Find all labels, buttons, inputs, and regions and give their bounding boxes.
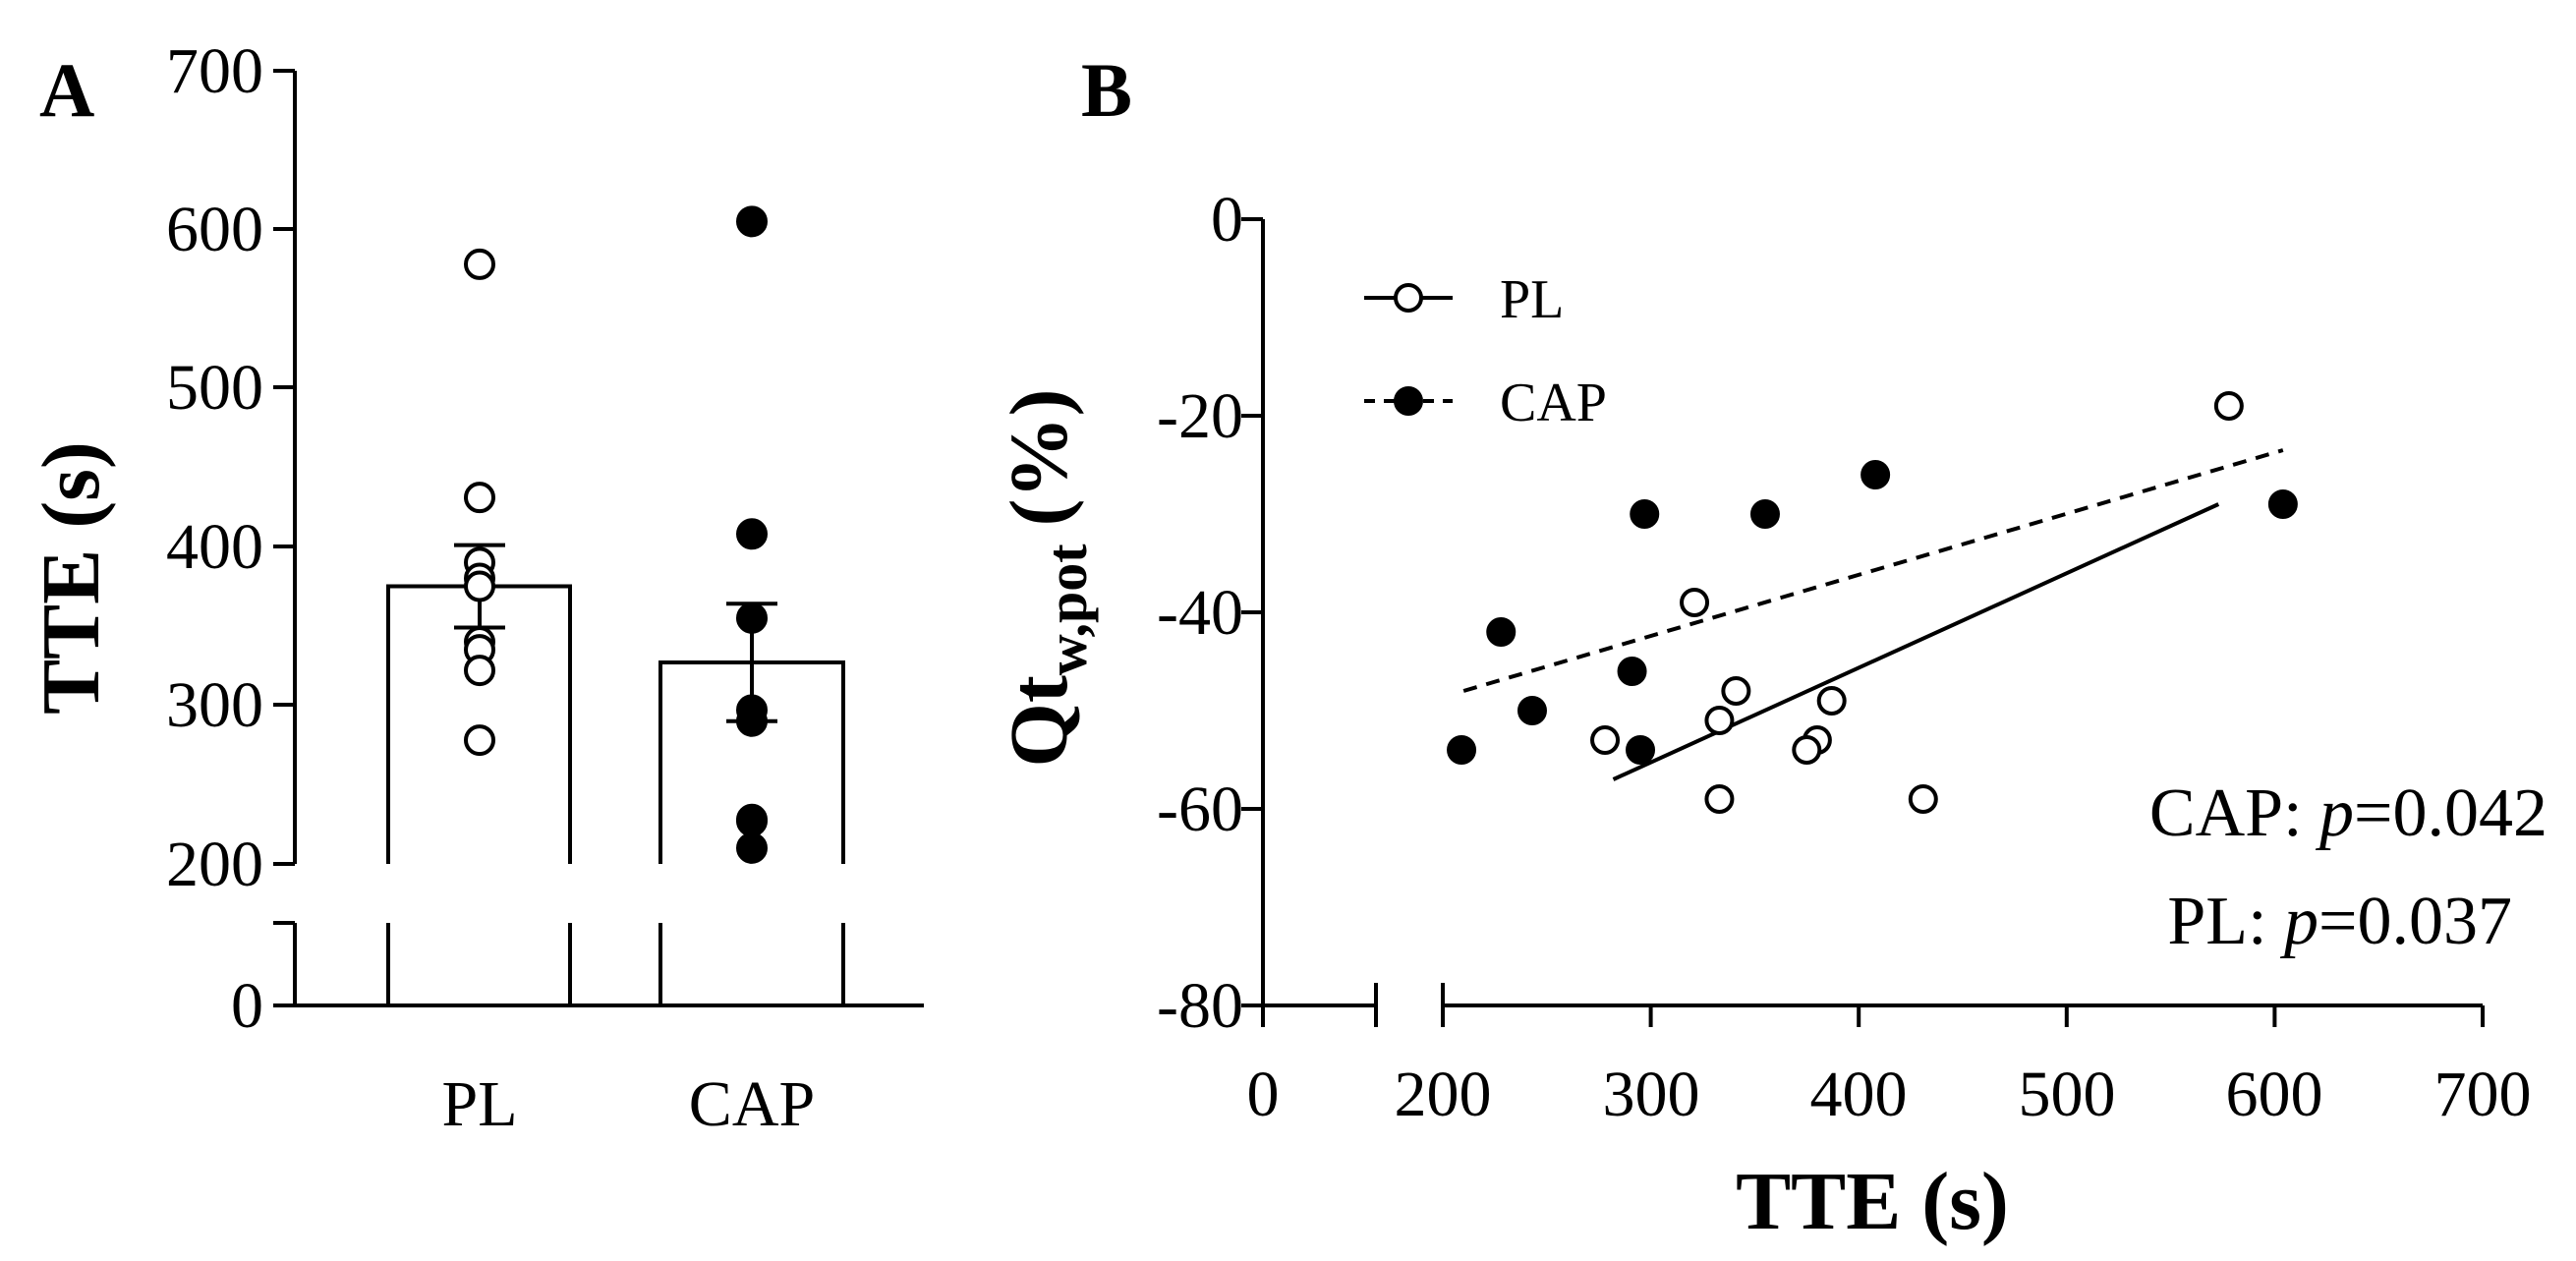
panel-b-xtick-label: 500 xyxy=(2019,1059,2116,1130)
panel-a-ytick-label: 500 xyxy=(166,352,263,424)
data-point xyxy=(1626,735,1656,765)
data-point xyxy=(1517,696,1547,725)
panel-b-ytick-label: -60 xyxy=(1157,774,1243,845)
panel-b-y-ticks xyxy=(1241,217,1263,1007)
data-point xyxy=(2267,489,2298,519)
panel-b-ytick-label: -20 xyxy=(1157,380,1243,452)
data-point xyxy=(464,482,495,514)
data-point xyxy=(1447,735,1477,765)
data-point xyxy=(1908,784,1938,814)
panel-b-y-tick-labels: 0 -20 -40 -60 -80 xyxy=(1157,184,1243,1042)
data-point xyxy=(736,205,768,238)
panel-b-points-cap xyxy=(1447,460,2298,765)
annot-cap-p: p xyxy=(2315,775,2354,851)
panel-b-letter: B xyxy=(1081,47,1132,133)
panel-a-y-axis-title: TTE (s) xyxy=(26,441,117,715)
data-point xyxy=(736,805,768,837)
panel-a-ytick-label: 600 xyxy=(166,194,263,265)
data-point xyxy=(1749,499,1780,529)
data-point xyxy=(1860,460,1891,489)
panel-a-ytick-label: 300 xyxy=(166,669,263,741)
panel-b-x-tick-labels: 0 200 300 400 500 600 700 xyxy=(1247,1059,2532,1130)
data-point xyxy=(464,570,495,602)
y-title-subscript: w,pot xyxy=(1035,544,1099,675)
panel-b-x-ticks xyxy=(1261,983,2485,1027)
data-point xyxy=(464,655,495,687)
panel-b-xtick-label: 700 xyxy=(2434,1059,2532,1130)
panel-a-xtick-label-cap: CAP xyxy=(689,1068,815,1140)
annot-pl-p: p xyxy=(2279,884,2318,959)
y-title-main: Qt xyxy=(994,675,1085,767)
fit-line-pl xyxy=(1612,502,2220,781)
data-point xyxy=(1630,499,1660,529)
panel-a-points-cap xyxy=(736,205,768,864)
panel-b-xtick-label: 600 xyxy=(2226,1059,2323,1130)
panel-b-x-axis-title: TTE (s) xyxy=(1736,1156,2009,1247)
panel-a: A TTE (s) 700 600 500 400 300 200 0 xyxy=(26,35,924,1140)
panel-b-ytick-label: -80 xyxy=(1157,970,1243,1042)
panel-a-ytick-label: 0 xyxy=(231,970,263,1042)
legend-pl-marker xyxy=(1394,283,1423,313)
panel-b-y-axis-title: Qtw,pot (%) xyxy=(994,388,1099,767)
annotation-cap-p-value: CAP: p=0.042 xyxy=(2149,775,2547,851)
annot-cap-value: =0.042 xyxy=(2354,775,2547,851)
panel-b-ytick-label: 0 xyxy=(1211,184,1243,256)
annot-cap-label: CAP: xyxy=(2149,775,2319,851)
panel-a-xtick-label-pl: PL xyxy=(441,1068,517,1140)
annotation-pl-p-value: PL: p=0.037 xyxy=(2167,884,2512,959)
legend-cap-marker xyxy=(1394,386,1423,416)
panel-b-xtick-label: 300 xyxy=(1603,1059,1700,1130)
data-point xyxy=(1721,676,1751,706)
legend-pl-label: PL xyxy=(1500,269,1564,330)
data-point xyxy=(464,724,495,757)
data-point xyxy=(464,248,495,280)
data-point xyxy=(1680,588,1710,617)
data-point xyxy=(736,518,768,550)
panel-a-letter: A xyxy=(39,47,94,133)
annot-pl-value: =0.037 xyxy=(2318,884,2512,959)
annot-pl-label: PL: xyxy=(2167,884,2284,959)
legend-cap-label: CAP xyxy=(1500,373,1607,433)
panel-a-points-pl xyxy=(464,248,495,757)
panel-a-ytick-label: 200 xyxy=(166,829,263,900)
panel-b-ytick-label: -40 xyxy=(1157,577,1243,649)
panel-a-ytick-label: 700 xyxy=(166,35,263,107)
data-point xyxy=(1617,657,1647,686)
data-point xyxy=(1816,686,1847,716)
panel-a-y-ticks xyxy=(273,69,295,1007)
panel-b: B Qtw,pot (%) 0 -20 -40 -60 -80 0 200 300… xyxy=(994,47,2547,1247)
svg-text:Qtw,pot(%): Qtw,pot (%) xyxy=(994,388,1099,767)
panel-b-points-pl xyxy=(1590,391,2244,814)
data-point xyxy=(1704,706,1735,735)
data-point xyxy=(1792,735,1822,765)
data-point xyxy=(2213,391,2244,421)
data-point xyxy=(736,831,768,864)
panel-b-xtick-label: 200 xyxy=(1395,1059,1492,1130)
data-point xyxy=(1704,784,1735,814)
panel-a-ytick-label: 400 xyxy=(166,511,263,583)
data-point xyxy=(1486,617,1517,647)
panel-b-legend: PL CAP xyxy=(1364,269,1607,433)
data-point xyxy=(736,705,768,737)
panel-b-xtick-label: 400 xyxy=(1810,1059,1908,1130)
fit-line-cap xyxy=(1462,448,2284,693)
data-point xyxy=(1590,725,1621,755)
y-title-unit: (%) xyxy=(994,388,1085,526)
panel-a-y-tick-labels: 700 600 500 400 300 200 0 xyxy=(166,35,263,1042)
data-point xyxy=(736,602,768,634)
panel-b-xtick-label: 0 xyxy=(1247,1059,1280,1130)
